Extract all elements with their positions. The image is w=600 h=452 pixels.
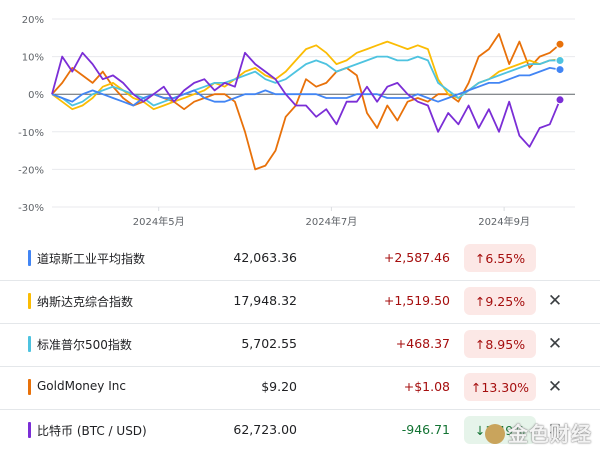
instrument-price: 62,723.00	[233, 422, 297, 437]
instrument-change: -946.71	[401, 422, 450, 437]
y-tick-label: -20%	[18, 165, 44, 176]
series-line-4	[51, 51, 561, 148]
comparison-table: 道琼斯工业平均指数 42,063.36 +2,587.46 ↑6.55% 纳斯达…	[0, 238, 600, 452]
y-tick-label: 10%	[22, 53, 44, 64]
series-color-marker	[28, 250, 31, 266]
watermark-coin-icon	[485, 424, 505, 444]
remove-comparison-close-icon[interactable]: ✕	[547, 334, 563, 354]
series-color-marker	[28, 379, 31, 395]
watermark-text: 金色财经	[508, 422, 592, 446]
table-row-goldmoney[interactable]: GoldMoney Inc $9.20 +$1.08 ↑13.30% ✕	[0, 366, 600, 409]
table-row-dow[interactable]: 道琼斯工业平均指数 42,063.36 +2,587.46 ↑6.55%	[0, 238, 600, 280]
series-color-marker	[28, 422, 31, 438]
instrument-price: $9.20	[261, 379, 297, 394]
x-tick-label: 2024年9月	[478, 215, 530, 228]
y-tick-label: 20%	[22, 15, 44, 26]
percent-change-badge: ↑13.30%	[464, 373, 536, 401]
watermark-logo: 金色财经	[485, 418, 592, 447]
percent-change-badge: ↑9.25%	[464, 287, 536, 315]
series-end-dot-2	[555, 56, 565, 66]
comparison-line-chart: 20% 10% 0% -10% -20% -30% 2024年5月 2024年7月 2024年9…	[18, 15, 575, 228]
instrument-name: 标准普尔500指数	[37, 338, 132, 352]
percent-change-badge: ↑6.55%	[464, 244, 536, 272]
series-end-dot-4	[555, 95, 565, 105]
series-end-dot-0	[555, 65, 565, 75]
remove-comparison-close-icon[interactable]: ✕	[547, 291, 563, 311]
instrument-price: 17,948.32	[233, 293, 297, 308]
instrument-price: 42,063.36	[233, 250, 297, 265]
remove-comparison-close-icon[interactable]: ✕	[547, 377, 563, 397]
instrument-name: 道琼斯工业平均指数	[37, 252, 146, 266]
series-end-dot-3	[555, 39, 565, 49]
instrument-change: +$1.08	[403, 379, 450, 394]
y-tick-label: -30%	[18, 203, 44, 214]
instrument-name: 纳斯达克综合指数	[37, 295, 134, 309]
instrument-name: GoldMoney Inc	[37, 379, 126, 393]
instrument-price: 5,702.55	[241, 336, 297, 351]
series-line-3	[51, 33, 561, 171]
instrument-change: +2,587.46	[383, 250, 450, 265]
x-tick-label: 2024年7月	[305, 215, 357, 228]
series-line-0	[51, 67, 561, 107]
x-tick-label: 2024年5月	[133, 215, 185, 228]
series-line-2	[51, 55, 561, 107]
table-row-nasdaq[interactable]: 纳斯达克综合指数 17,948.32 +1,519.50 ↑9.25% ✕	[0, 280, 600, 323]
series-color-marker	[28, 336, 31, 352]
y-tick-label: -10%	[18, 128, 44, 139]
instrument-change: +1,519.50	[383, 293, 450, 308]
y-tick-label: 0%	[28, 90, 44, 101]
series-color-marker	[28, 293, 31, 309]
percent-change-badge: ↑8.95%	[464, 330, 536, 358]
instrument-name: 比特币 (BTC / USD)	[37, 424, 147, 438]
remove-comparison-close-icon[interactable]: ✕	[547, 420, 563, 440]
instrument-change: +468.37	[395, 336, 450, 351]
table-row-sp500[interactable]: 标准普尔500指数 5,702.55 +468.37 ↑8.95% ✕	[0, 323, 600, 366]
table-row-bitcoin[interactable]: 比特币 (BTC / USD) 62,723.00 -946.71 ↓1.49%…	[0, 409, 600, 452]
